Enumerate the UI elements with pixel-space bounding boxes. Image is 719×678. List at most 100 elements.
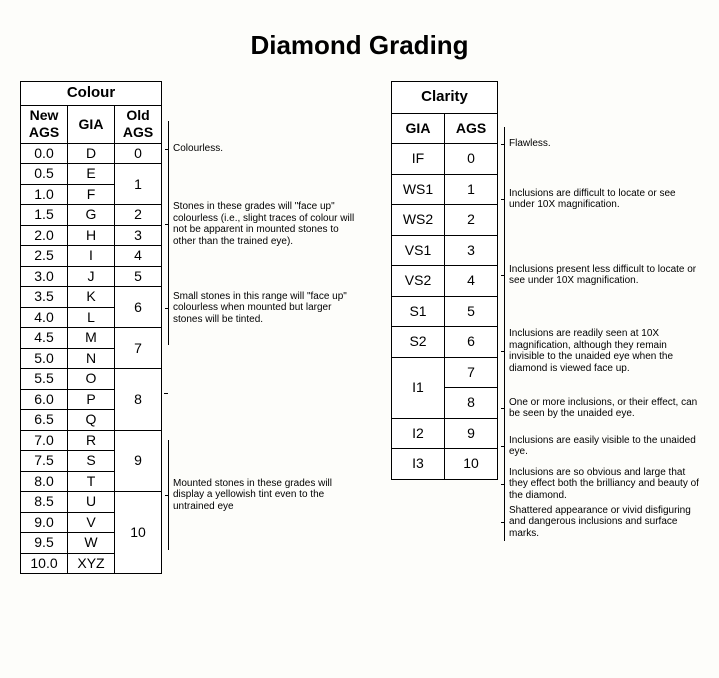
cell-gia: I2 (392, 418, 445, 449)
colour-col-gia: GIA (68, 105, 115, 143)
cell-old-ags: 0 (115, 143, 162, 164)
cell-gia: J (68, 266, 115, 287)
clarity-note: Inclusions are so obvious and large that… (504, 465, 699, 503)
cell-gia: U (68, 492, 115, 513)
cell-gia: F (68, 184, 115, 205)
cell-gia: T (68, 471, 115, 492)
cell-old-ags: 4 (115, 246, 162, 267)
cell-gia: IF (392, 144, 445, 175)
cell-ags: 0 (445, 144, 498, 175)
cell-new-ags: 7.5 (21, 451, 68, 472)
page-title: Diamond Grading (20, 30, 699, 61)
clarity-note: Inclusions are easily visible to the una… (504, 427, 699, 465)
table-row: 3.0J5 (21, 266, 162, 287)
table-row: 7.0R9 (21, 430, 162, 451)
clarity-col-ags: AGS (445, 113, 498, 144)
cell-gia: M (68, 328, 115, 349)
table-row: IF0 (392, 144, 498, 175)
cell-new-ags: 1.5 (21, 205, 68, 226)
cell-new-ags: 5.0 (21, 348, 68, 369)
cell-gia: W (68, 533, 115, 554)
colour-table: Colour New AGS GIA Old AGS 0.0D00.5E11.0… (20, 81, 162, 574)
colour-block: Colour New AGS GIA Old AGS 0.0D00.5E11.0… (20, 81, 363, 574)
table-row: 2.5I4 (21, 246, 162, 267)
cell-gia: I1 (392, 357, 445, 418)
table-row: 0.0D0 (21, 143, 162, 164)
cell-old-ags: 8 (115, 369, 162, 431)
clarity-note: Inclusions are readily seen at 10X magni… (504, 313, 699, 389)
clarity-note: Inclusions present less difficult to loc… (504, 237, 699, 313)
clarity-block: Clarity GIA AGS IF0WS11WS22VS13VS24S15S2… (391, 81, 699, 541)
cell-old-ags: 7 (115, 328, 162, 369)
cell-gia: I3 (392, 449, 445, 480)
cell-old-ags: 1 (115, 164, 162, 205)
clarity-table: Clarity GIA AGS IF0WS11WS22VS13VS24S15S2… (391, 81, 498, 480)
table-row: 1.5G2 (21, 205, 162, 226)
cell-gia: H (68, 225, 115, 246)
cell-new-ags: 1.0 (21, 184, 68, 205)
cell-new-ags: 8.0 (21, 471, 68, 492)
cell-old-ags: 2 (115, 205, 162, 226)
table-row: I29 (392, 418, 498, 449)
cell-gia: WS2 (392, 205, 445, 236)
cell-ags: 1 (445, 174, 498, 205)
cell-new-ags: 9.5 (21, 533, 68, 554)
cell-gia: S1 (392, 296, 445, 327)
table-row: WS22 (392, 205, 498, 236)
cell-ags: 9 (445, 418, 498, 449)
cell-gia: O (68, 369, 115, 390)
clarity-note: Shattered appearance or vivid disfigurin… (504, 503, 699, 541)
colour-col-new-ags: New AGS (21, 105, 68, 143)
colour-note: Small stones in this range will "face up… (168, 271, 363, 345)
table-row: S15 (392, 296, 498, 327)
colour-col-old-ags: Old AGS (115, 105, 162, 143)
cell-gia: L (68, 307, 115, 328)
colour-note: Stones in these grades will "face up" co… (168, 177, 363, 271)
cell-gia: P (68, 389, 115, 410)
cell-ags: 6 (445, 327, 498, 358)
cell-new-ags: 7.0 (21, 430, 68, 451)
clarity-note: One or more inclusions, or their effect,… (504, 389, 699, 427)
cell-gia: XYZ (68, 553, 115, 574)
cell-gia: R (68, 430, 115, 451)
cell-old-ags: 6 (115, 287, 162, 328)
colour-notes: Colourless. Stones in these grades will … (168, 121, 363, 550)
colour-header: Colour (21, 82, 162, 106)
cell-new-ags: 10.0 (21, 553, 68, 574)
cell-gia: Q (68, 410, 115, 431)
cell-new-ags: 4.0 (21, 307, 68, 328)
cell-new-ags: 3.5 (21, 287, 68, 308)
cell-gia: V (68, 512, 115, 533)
table-row: WS11 (392, 174, 498, 205)
colour-note (168, 345, 363, 440)
cell-old-ags: 5 (115, 266, 162, 287)
cell-ags: 7 (445, 357, 498, 388)
cell-gia: D (68, 143, 115, 164)
colour-note: Mounted stones in these grades will disp… (168, 440, 363, 550)
clarity-note: Inclusions are difficult to locate or se… (504, 161, 699, 237)
cell-ags: 10 (445, 449, 498, 480)
cell-ags: 3 (445, 235, 498, 266)
cell-old-ags: 3 (115, 225, 162, 246)
cell-new-ags: 6.5 (21, 410, 68, 431)
cell-ags: 5 (445, 296, 498, 327)
cell-new-ags: 5.5 (21, 369, 68, 390)
table-row: 3.5K6 (21, 287, 162, 308)
cell-ags: 4 (445, 266, 498, 297)
table-row: 8.5U10 (21, 492, 162, 513)
table-row: VS24 (392, 266, 498, 297)
clarity-note: Flawless. (504, 127, 699, 161)
table-row: I17 (392, 357, 498, 388)
cell-old-ags: 9 (115, 430, 162, 492)
cell-new-ags: 9.0 (21, 512, 68, 533)
clarity-header: Clarity (392, 82, 498, 114)
clarity-notes: Flawless. Inclusions are difficult to lo… (504, 127, 699, 541)
cell-gia: S2 (392, 327, 445, 358)
table-row: 4.5M7 (21, 328, 162, 349)
table-row: 5.5O8 (21, 369, 162, 390)
table-row: S26 (392, 327, 498, 358)
tables-container: Colour New AGS GIA Old AGS 0.0D00.5E11.0… (20, 81, 699, 574)
cell-new-ags: 2.0 (21, 225, 68, 246)
table-row: I310 (392, 449, 498, 480)
cell-gia: G (68, 205, 115, 226)
